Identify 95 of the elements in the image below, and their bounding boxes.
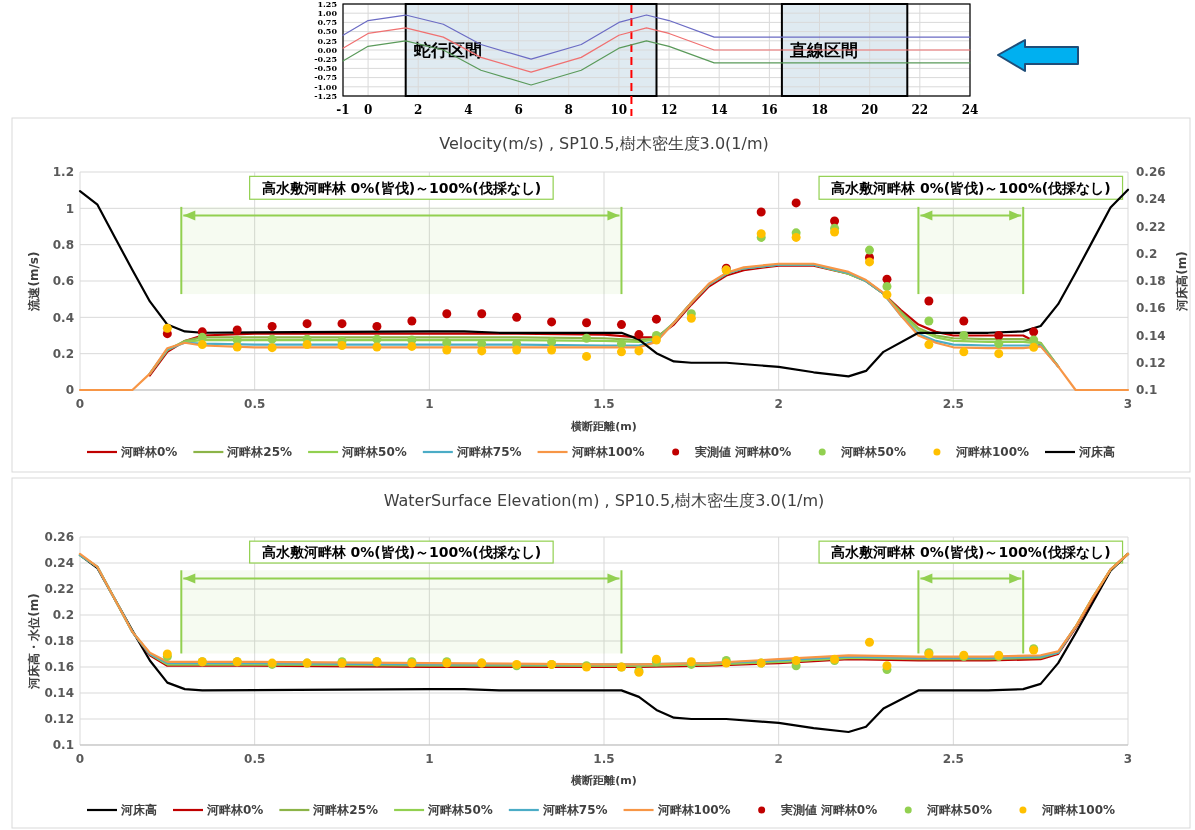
- legend-label: 河畔林100%: [656, 803, 731, 817]
- x-tick-label: 1: [425, 397, 434, 411]
- y-tick-label: -0.25: [314, 54, 337, 64]
- y-tick-label: 0.26: [44, 530, 74, 545]
- y-tick-label: 0.12: [44, 712, 74, 727]
- y2-tick-label: 0.2: [1136, 246, 1158, 261]
- x-tick-label: 0.5: [244, 397, 266, 411]
- x-tick-label: 2: [414, 103, 423, 117]
- x-tick-label: 22: [911, 103, 929, 117]
- x-tick-label: 0: [75, 752, 85, 766]
- legend-label: 河床高: [119, 803, 157, 817]
- band-label: 直線区間: [788, 40, 858, 60]
- y-tick-label: 0.14: [44, 686, 74, 701]
- y-tick-label: 0.16: [44, 660, 74, 675]
- y-tick-label: -0.50: [314, 63, 338, 74]
- x-tick-label: -1: [336, 103, 350, 117]
- y-tick-label: 0: [65, 383, 74, 398]
- x-tick-label: 10: [610, 103, 628, 117]
- y2-axis-title: 河床高(m): [1175, 251, 1189, 312]
- legend-label: 河畔林0%: [119, 445, 178, 459]
- y-tick-label: 1.00: [317, 8, 338, 18]
- x-tick-label: 18: [811, 103, 828, 117]
- x-tick-label: 3: [1123, 397, 1133, 411]
- x-tick-label: 24: [961, 103, 979, 117]
- y-tick-label: 0.50: [317, 26, 338, 37]
- x-tick-label: 1: [425, 752, 434, 766]
- x-tick-label: 3: [1123, 752, 1133, 766]
- band-label: 蛇行区間: [412, 40, 482, 60]
- y-tick-label: 0.75: [317, 17, 337, 28]
- legend-label: 河畔林50%: [840, 445, 906, 459]
- y-tick-label: 0.24: [44, 556, 74, 571]
- x-tick-label: 0: [75, 397, 85, 411]
- legend-label: 河畔林50%: [427, 803, 493, 817]
- y-axis-title: 流速(m/s): [27, 251, 41, 312]
- y2-tick-label: 0.26: [1136, 165, 1166, 180]
- y-tick-label: 0.22: [44, 582, 74, 597]
- x-tick-label: 2: [774, 752, 783, 766]
- x-tick-label: 12: [660, 103, 678, 117]
- band-label: 高水敷河畔林 0%(皆伐)～100%(伐採なし): [831, 543, 1111, 560]
- y2-tick-label: 0.16: [1136, 301, 1166, 316]
- chart-title: WaterSurface Elevation(m) , SP10.5,樹木密生度3.0(1/m): [383, 491, 825, 510]
- x-tick-label: 6: [514, 103, 523, 117]
- legend-label: 河床高: [1078, 445, 1116, 459]
- y-tick-label: 0.6: [52, 274, 74, 289]
- x-tick-label: 2: [774, 397, 783, 411]
- y2-tick-label: 0.14: [1136, 328, 1166, 343]
- legend-label: 河畔林0%: [205, 803, 264, 817]
- legend-label: 河畔林50%: [926, 803, 992, 817]
- y-tick-label: 0.18: [44, 634, 74, 649]
- x-tick-label: 2.5: [942, 397, 964, 411]
- y-tick-label: 1.25: [317, 0, 337, 9]
- x-tick-label: 16: [761, 103, 778, 117]
- x-tick-label: 0.5: [244, 752, 266, 766]
- x-tick-label: 1.5: [593, 752, 615, 766]
- y-tick-label: 0.2: [52, 346, 74, 361]
- band-label: 高水敷河畔林 0%(皆伐)～100%(伐採なし): [261, 543, 542, 560]
- legend-label: 河畔林100%: [954, 445, 1030, 459]
- y-tick-label: 1: [65, 201, 74, 216]
- legend-label: 河畔林25%: [226, 445, 293, 459]
- y-tick-label: 0.8: [52, 237, 74, 252]
- y-tick-label: 0.25: [317, 35, 337, 46]
- x-tick-label: 0: [363, 103, 373, 117]
- legend-label: 河畔林25%: [312, 803, 379, 817]
- y-tick-label: -0.75: [314, 72, 337, 83]
- y2-tick-label: 0.22: [1136, 219, 1166, 234]
- legend-label: 実測値 河畔林0%: [693, 445, 792, 459]
- x-tick-label: 8: [564, 103, 573, 117]
- y-axis-title: 河床高・水位(m): [27, 593, 41, 690]
- legend-label: 河畔林100%: [570, 445, 645, 459]
- y2-tick-label: 0.12: [1136, 355, 1166, 370]
- legend-label: 河畔林50%: [341, 445, 407, 459]
- legend-label: 河畔林100%: [1040, 803, 1116, 817]
- y2-tick-label: 0.18: [1136, 274, 1166, 289]
- x-axis-title: 横断距離(m): [570, 774, 637, 787]
- y2-tick-label: 0.24: [1136, 192, 1166, 207]
- legend-label: 河畔林75%: [455, 445, 522, 459]
- y-tick-label: 0.1: [52, 738, 74, 753]
- y-tick-label: 1.2: [52, 165, 74, 180]
- x-tick-label: 4: [464, 103, 473, 117]
- y-tick-label: -1.00: [314, 81, 338, 92]
- band-label: 高水敷河畔林 0%(皆伐)～100%(伐採なし): [261, 179, 542, 196]
- y2-tick-label: 0.1: [1136, 383, 1158, 398]
- legend-label: 河畔林75%: [541, 803, 608, 817]
- x-axis-title: 横断距離(m): [570, 420, 637, 433]
- band-label: 高水敷河畔林 0%(皆伐)～100%(伐採なし): [831, 179, 1111, 196]
- legend-label: 実測値 河畔林0%: [779, 803, 878, 817]
- x-tick-label: 20: [861, 103, 879, 117]
- x-tick-label: 2.5: [942, 752, 964, 766]
- y-tick-label: 0.2: [52, 608, 74, 623]
- y-tick-label: 0.4: [52, 310, 74, 325]
- y-tick-label: 0.00: [317, 44, 338, 55]
- x-tick-label: 14: [710, 103, 728, 117]
- x-tick-label: 1.5: [593, 397, 615, 411]
- chart-title: Velocity(m/s) , SP10.5,樹木密生度3.0(1/m): [439, 134, 769, 153]
- y-tick-label: -1.25: [314, 90, 337, 101]
